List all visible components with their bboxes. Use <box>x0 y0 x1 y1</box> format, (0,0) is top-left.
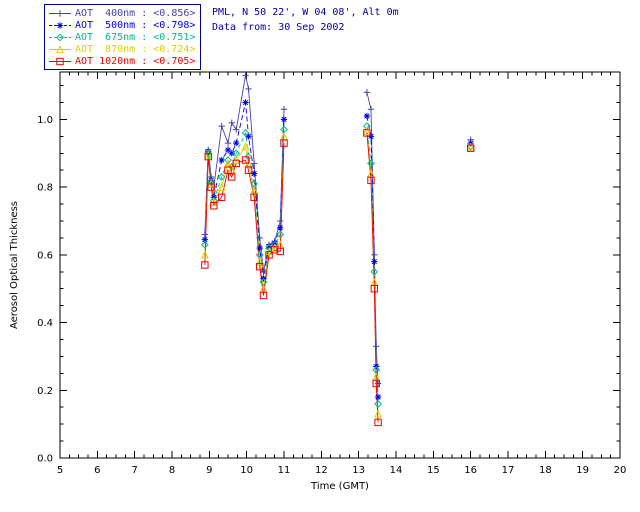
svg-text:20: 20 <box>614 465 627 476</box>
legend-item-675nm: AOT 675nm : <0.751> <box>48 31 195 43</box>
station-info: PML, N 50 22', W 04 08', Alt 0m <box>212 7 399 18</box>
legend-label-400nm: AOT 400nm : <0.856> <box>75 7 196 19</box>
svg-text:13: 13 <box>352 465 365 476</box>
svg-text:9: 9 <box>206 465 212 476</box>
svg-text:6: 6 <box>94 465 100 476</box>
chart-header: PML, N 50 22', W 04 08', Alt 0m Data fro… <box>212 5 399 35</box>
svg-text:18: 18 <box>539 465 552 476</box>
svg-text:0.0: 0.0 <box>37 454 53 465</box>
legend-line-sample-1020nm <box>49 57 71 65</box>
legend-label-1020nm: AOT 1020nm : <0.705> <box>75 55 196 67</box>
legend-label-500nm: AOT 500nm : <0.798> <box>75 19 196 31</box>
svg-text:12: 12 <box>315 465 328 476</box>
svg-text:Time (GMT): Time (GMT) <box>310 481 369 492</box>
svg-text:8: 8 <box>169 465 175 476</box>
svg-text:0.8: 0.8 <box>37 183 53 194</box>
svg-text:10: 10 <box>240 465 253 476</box>
svg-text:14: 14 <box>390 465 403 476</box>
data-date: Data from: 30 Sep 2002 <box>212 22 345 33</box>
legend-item-1020nm: AOT 1020nm : <0.705> <box>48 55 195 67</box>
legend-line-sample-400nm <box>49 9 71 17</box>
svg-text:Aerosol Optical Thickness: Aerosol Optical Thickness <box>9 201 20 329</box>
svg-text:7: 7 <box>131 465 137 476</box>
legend-label-675nm: AOT 675nm : <0.751> <box>75 31 196 43</box>
legend-line-sample-500nm <box>49 21 71 29</box>
svg-text:0.4: 0.4 <box>37 318 53 329</box>
svg-text:0.2: 0.2 <box>37 386 53 397</box>
svg-text:0.6: 0.6 <box>37 250 53 261</box>
svg-text:11: 11 <box>278 465 291 476</box>
svg-text:16: 16 <box>464 465 477 476</box>
legend-item-870nm: AOT 870nm : <0.724> <box>48 43 195 55</box>
svg-text:5: 5 <box>57 465 63 476</box>
legend-item-500nm: AOT 500nm : <0.798> <box>48 19 195 31</box>
svg-text:17: 17 <box>502 465 515 476</box>
svg-text:15: 15 <box>427 465 440 476</box>
legend-line-sample-675nm <box>49 33 71 41</box>
chart-legend: AOT 400nm : <0.856> AOT 500nm : <0.798> … <box>44 4 202 70</box>
legend-label-870nm: AOT 870nm : <0.724> <box>75 43 196 55</box>
svg-text:1.0: 1.0 <box>37 115 53 126</box>
legend-item-400nm: AOT 400nm : <0.856> <box>48 7 195 19</box>
legend-line-sample-870nm <box>49 44 71 53</box>
svg-text:19: 19 <box>576 465 589 476</box>
